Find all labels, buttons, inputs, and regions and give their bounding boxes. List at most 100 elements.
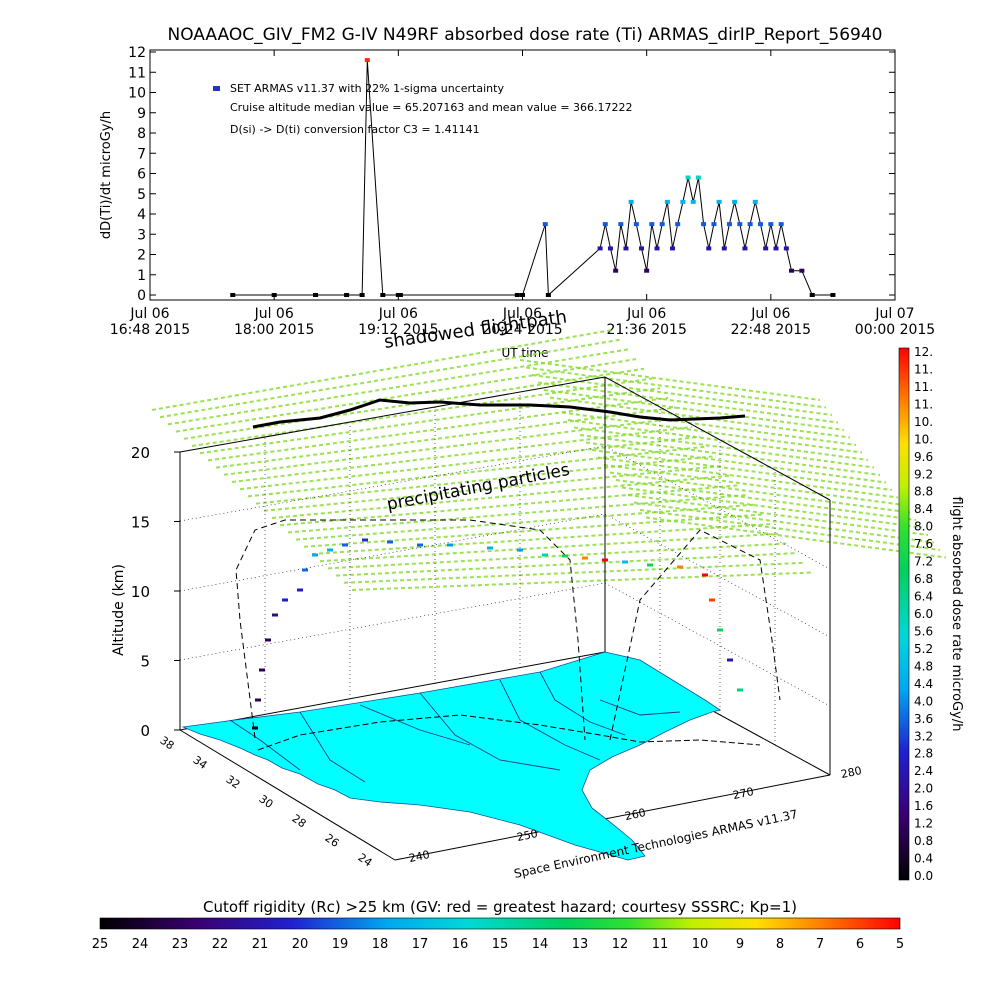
flight-point-3d (562, 554, 568, 558)
dose-rate-point (649, 222, 655, 227)
right-colorbar-tick-label: 12. (914, 345, 933, 359)
dose-rate-point (726, 222, 732, 227)
curtain-line-right (639, 509, 941, 551)
y-tick-label: 1 (137, 268, 146, 284)
dose-rate-point (685, 175, 691, 180)
curtain-line-right (603, 464, 905, 506)
dose-rate-point (706, 246, 712, 251)
dose-rate-point (752, 199, 758, 204)
bottom-colorbar-tick-label: 8 (776, 937, 784, 952)
dose-rate-point (364, 58, 370, 63)
three-d-plot: shadowed flightpath precipitating partic… (111, 306, 947, 881)
right-colorbar-tick-label: 7.2 (914, 555, 933, 569)
dose-rate-point (701, 222, 707, 227)
latitude-tick-label: 24 (356, 851, 375, 870)
chart-title: NOAAAOC_GIV_FM2 G-IV N49RF absorbed dose… (168, 25, 883, 45)
bottom-colorbar-tick-label: 14 (532, 937, 549, 952)
right-colorbar-tick-label: 11. (914, 380, 933, 394)
dose-rate-point (680, 199, 686, 204)
flight-point-3d (265, 638, 271, 642)
dose-rate-point (664, 199, 670, 204)
right-colorbar-tick-label: 1.6 (914, 799, 933, 813)
altitude-ticks: 0 5 10 15 20 (131, 444, 180, 740)
right-colorbar: 0.0 0.4 0.8 1.2 1.6 2.0 2.4 2.8 3.2 3.6 4.0 4.4 4.8 5… (898, 345, 964, 883)
bottom-colorbar-tick-label: 17 (412, 937, 429, 952)
y-tick-label: 8 (137, 126, 146, 142)
right-colorbar-tick-label: 11. (914, 397, 933, 411)
flight-point-3d (602, 558, 608, 562)
dose-rate-point (732, 199, 738, 204)
land-map (181, 651, 761, 861)
curtain-line (191, 377, 653, 447)
flight-point-3d (312, 553, 318, 557)
right-colorbar-tick-label: 0.0 (914, 869, 933, 883)
flight-point-3d (622, 560, 628, 564)
flight-point-3d (677, 565, 683, 569)
dose-rate-point (623, 246, 629, 251)
bottom-colorbar-ramp (99, 917, 901, 930)
curtain-line (167, 348, 629, 426)
dose-rate-point (763, 246, 769, 251)
right-colorbar-tick-label: 7.6 (914, 537, 933, 551)
y-tick-label: 6 (137, 167, 146, 183)
flight-path-3d (252, 538, 743, 730)
bottom-colorbar-tick-label: 7 (816, 937, 824, 952)
info-line-1: Cruise altitude median value = 65.207163… (230, 101, 633, 114)
right-colorbar-tick-label: 3.2 (914, 729, 933, 743)
curtain-line-right (519, 359, 821, 401)
flight-point-3d (342, 543, 348, 547)
projected-flightpath (252, 398, 746, 429)
curtain-line-right (579, 434, 881, 476)
dose-rate-point (809, 293, 815, 297)
dose-rate-point (830, 293, 836, 297)
curtain-line-right (633, 501, 935, 544)
x-tick-label-line2: 21:36 2015 (606, 322, 686, 338)
flight-point-3d (717, 628, 723, 632)
right-colorbar-tick-label: 5.6 (914, 624, 933, 638)
altitude-tick-label: 20 (131, 444, 150, 462)
curtain-line (223, 416, 685, 476)
shadow-flightpaths (235, 519, 781, 741)
flight-point-3d (387, 540, 393, 544)
dose-rate-point (602, 222, 608, 227)
bottom-colorbar-tick-label: 23 (172, 937, 189, 952)
dose-rate-point (783, 246, 789, 251)
bottom-colorbar-tick-label: 18 (372, 937, 389, 952)
box-frame (179, 376, 831, 861)
x-tick-label-line2: 18:00 2015 (234, 322, 314, 338)
bottom-colorbar-ticks: 25 24 23 22 21 20 19 18 17 16 15 14 13 12 11 10 9 8 7 6 5 (92, 937, 904, 952)
right-colorbar-tick-label: 5.2 (914, 642, 933, 656)
dose-rate-point (638, 246, 644, 251)
dose-rate-point (359, 293, 365, 297)
altitude-tick-label: 15 (131, 514, 150, 532)
bottom-colorbar-tick-label: 9 (736, 937, 744, 952)
curtain-line (255, 455, 717, 505)
dose-rate-point (757, 222, 763, 227)
bottom-colorbar: Cutoff rigidity (Rc) >25 km (GV: red = g… (92, 898, 904, 952)
dose-rate-point (789, 268, 795, 273)
right-colorbar-tick-label: 2.8 (914, 747, 933, 761)
curtain-line-right (537, 381, 839, 424)
dose-rate-point (628, 199, 634, 204)
bottom-colorbar-tick-label: 12 (612, 937, 629, 952)
dose-rate-point (742, 246, 748, 251)
latitude-tick-label: 26 (323, 831, 342, 850)
right-colorbar-tick-label: 3.6 (914, 712, 933, 726)
x-tick-label-line1: Jul 07 (874, 306, 914, 322)
flight-point-3d (302, 568, 308, 572)
longitude-tick-label: 260 (624, 806, 647, 823)
y-tick-label: 5 (137, 187, 146, 203)
latitude-tick-label: 34 (191, 753, 210, 772)
longitude-ticks: 240 250 260 270 280 (408, 764, 863, 865)
curtain-line (311, 523, 773, 555)
flight-point-3d (517, 548, 523, 552)
dose-rate-point (618, 222, 624, 227)
curtain-line (263, 464, 725, 512)
latitude-tick-label: 28 (290, 812, 309, 831)
right-colorbar-tick-label: 4.4 (914, 677, 933, 691)
latitude-tick-label: 32 (224, 773, 243, 792)
dose-rate-point (695, 175, 701, 180)
bottom-colorbar-label: Cutoff rigidity (Rc) >25 km (GV: red = g… (203, 898, 797, 916)
flight-point-3d (327, 548, 333, 552)
legend-label: SET ARMAS v11.37 with 22% 1-sigma uncert… (230, 82, 504, 95)
